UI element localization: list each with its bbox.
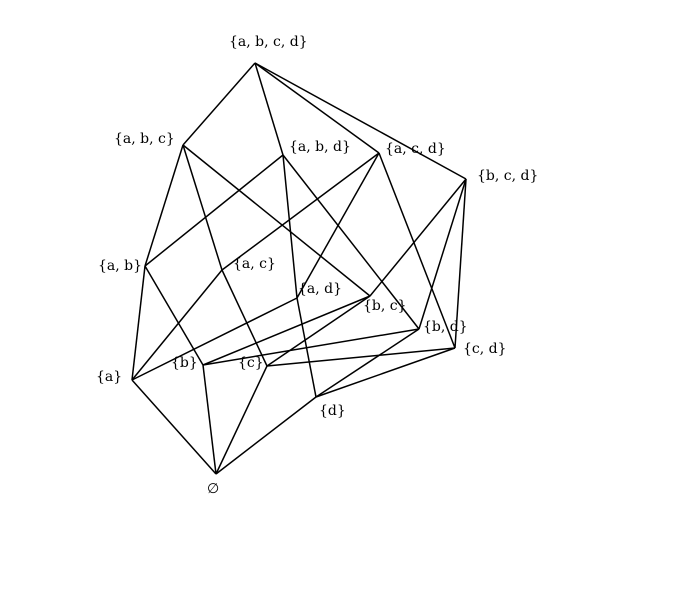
edge-ab-b <box>144 265 204 366</box>
edge-abc-ab <box>144 144 184 267</box>
edge-c-empty <box>215 365 268 475</box>
edge-bd-d <box>315 328 420 398</box>
edge-abd-ab <box>144 154 284 267</box>
edge-abd-ad <box>282 154 298 299</box>
label-c: {c} <box>238 355 264 371</box>
label-bd: {b, d} <box>423 319 468 335</box>
label-acd: {a, c, d} <box>385 141 446 157</box>
edge-bcd-bc <box>369 178 467 297</box>
edge-ac-c <box>221 269 268 367</box>
label-bcd: {b, c, d} <box>477 168 539 184</box>
edge-d-empty <box>215 396 317 475</box>
edge-ad-a <box>131 297 298 381</box>
edge-abc-ac <box>182 144 223 271</box>
edge-cd-c <box>266 347 456 367</box>
edge-abd-bd <box>282 154 420 330</box>
edge-acd-ad <box>296 152 380 299</box>
label-ac: {a, c} <box>233 256 276 272</box>
label-bc: {b, c} <box>363 298 407 314</box>
label-d: {d} <box>319 403 346 419</box>
edge-abcd-abd <box>254 62 284 156</box>
edge-ab-a <box>131 265 146 381</box>
label-abd: {a, b, d} <box>289 139 351 155</box>
label-ab: {a, b} <box>98 258 143 274</box>
label-ad: {a, d} <box>298 281 343 297</box>
edge-ac-a <box>131 269 223 381</box>
label-abc: {a, b, c} <box>114 131 175 147</box>
edge-abcd-acd <box>254 62 380 154</box>
edge-b-empty <box>202 364 217 475</box>
edge-cd-d <box>315 347 456 398</box>
edge-abcd-bcd <box>254 62 467 180</box>
edge-bc-b <box>202 295 371 366</box>
edge-bcd-cd <box>454 178 467 349</box>
edge-bc-c <box>266 295 371 367</box>
edge-bcd-bd <box>418 178 467 330</box>
edge-abc-bc <box>182 144 371 297</box>
edge-a-empty <box>131 379 217 475</box>
edge-abcd-abc <box>182 62 256 146</box>
edge-acd-ac <box>221 152 380 271</box>
label-cd: {c, d} <box>463 341 507 357</box>
edge-bd-b <box>202 328 420 366</box>
edge-acd-cd <box>378 152 456 349</box>
label-a: {a} <box>96 369 123 385</box>
label-abcd: {a, b, c, d} <box>229 34 308 50</box>
label-b: {b} <box>171 355 198 371</box>
label-empty: ∅ <box>207 481 220 497</box>
